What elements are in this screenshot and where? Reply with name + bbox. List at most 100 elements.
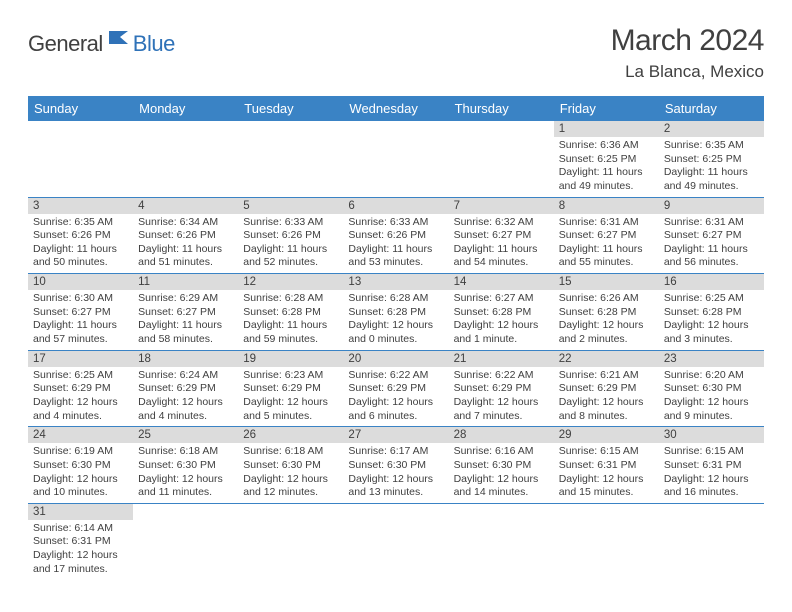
sunset-text: Sunset: 6:29 PM xyxy=(559,382,654,396)
day-detail: Sunrise: 6:27 AMSunset: 6:28 PMDaylight:… xyxy=(449,290,554,350)
sunrise-text: Sunrise: 6:31 AM xyxy=(559,216,654,230)
sunset-text: Sunset: 6:30 PM xyxy=(454,459,549,473)
calendar-cell: 15Sunrise: 6:26 AMSunset: 6:28 PMDayligh… xyxy=(554,274,659,351)
daylight-text: Daylight: 12 hours and 4 minutes. xyxy=(33,396,128,423)
calendar-cell: 10Sunrise: 6:30 AMSunset: 6:27 PMDayligh… xyxy=(28,274,133,351)
sunset-text: Sunset: 6:25 PM xyxy=(664,153,759,167)
daylight-text: Daylight: 11 hours and 55 minutes. xyxy=(559,243,654,270)
sunset-text: Sunset: 6:31 PM xyxy=(33,535,128,549)
day-detail: Sunrise: 6:36 AMSunset: 6:25 PMDaylight:… xyxy=(554,137,659,197)
calendar-cell xyxy=(238,121,343,197)
day-number: 3 xyxy=(28,198,133,214)
daylight-text: Daylight: 11 hours and 51 minutes. xyxy=(138,243,233,270)
day-number: 29 xyxy=(554,427,659,443)
daylight-text: Daylight: 11 hours and 54 minutes. xyxy=(454,243,549,270)
sunrise-text: Sunrise: 6:32 AM xyxy=(454,216,549,230)
sunset-text: Sunset: 6:27 PM xyxy=(559,229,654,243)
sunset-text: Sunset: 6:29 PM xyxy=(454,382,549,396)
weekday-header: Thursday xyxy=(449,96,554,121)
day-detail: Sunrise: 6:21 AMSunset: 6:29 PMDaylight:… xyxy=(554,367,659,427)
calendar-cell xyxy=(133,503,238,579)
sunrise-text: Sunrise: 6:24 AM xyxy=(138,369,233,383)
calendar-cell: 11Sunrise: 6:29 AMSunset: 6:27 PMDayligh… xyxy=(133,274,238,351)
sunrise-text: Sunrise: 6:16 AM xyxy=(454,445,549,459)
day-number: 20 xyxy=(343,351,448,367)
day-number: 4 xyxy=(133,198,238,214)
calendar-cell: 21Sunrise: 6:22 AMSunset: 6:29 PMDayligh… xyxy=(449,350,554,427)
day-number: 6 xyxy=(343,198,448,214)
calendar-table: SundayMondayTuesdayWednesdayThursdayFrid… xyxy=(28,96,764,579)
day-detail: Sunrise: 6:26 AMSunset: 6:28 PMDaylight:… xyxy=(554,290,659,350)
day-number: 2 xyxy=(659,121,764,137)
sunset-text: Sunset: 6:27 PM xyxy=(138,306,233,320)
sunset-text: Sunset: 6:28 PM xyxy=(664,306,759,320)
daylight-text: Daylight: 12 hours and 7 minutes. xyxy=(454,396,549,423)
day-detail: Sunrise: 6:30 AMSunset: 6:27 PMDaylight:… xyxy=(28,290,133,350)
daylight-text: Daylight: 12 hours and 5 minutes. xyxy=(243,396,338,423)
sunset-text: Sunset: 6:28 PM xyxy=(454,306,549,320)
day-number: 15 xyxy=(554,274,659,290)
calendar-cell: 29Sunrise: 6:15 AMSunset: 6:31 PMDayligh… xyxy=(554,427,659,504)
day-detail: Sunrise: 6:29 AMSunset: 6:27 PMDaylight:… xyxy=(133,290,238,350)
calendar-body: 1Sunrise: 6:36 AMSunset: 6:25 PMDaylight… xyxy=(28,121,764,579)
sunrise-text: Sunrise: 6:27 AM xyxy=(454,292,549,306)
sunrise-text: Sunrise: 6:21 AM xyxy=(559,369,654,383)
sunrise-text: Sunrise: 6:25 AM xyxy=(33,369,128,383)
sunset-text: Sunset: 6:26 PM xyxy=(33,229,128,243)
calendar-cell: 5Sunrise: 6:33 AMSunset: 6:26 PMDaylight… xyxy=(238,197,343,274)
calendar-cell xyxy=(659,503,764,579)
day-number: 13 xyxy=(343,274,448,290)
sunset-text: Sunset: 6:26 PM xyxy=(348,229,443,243)
day-number: 10 xyxy=(28,274,133,290)
calendar-cell: 13Sunrise: 6:28 AMSunset: 6:28 PMDayligh… xyxy=(343,274,448,351)
day-detail: Sunrise: 6:35 AMSunset: 6:26 PMDaylight:… xyxy=(28,214,133,274)
sunrise-text: Sunrise: 6:18 AM xyxy=(243,445,338,459)
sunset-text: Sunset: 6:28 PM xyxy=(348,306,443,320)
sunrise-text: Sunrise: 6:15 AM xyxy=(559,445,654,459)
calendar-cell: 17Sunrise: 6:25 AMSunset: 6:29 PMDayligh… xyxy=(28,350,133,427)
sunset-text: Sunset: 6:29 PM xyxy=(138,382,233,396)
sunset-text: Sunset: 6:30 PM xyxy=(33,459,128,473)
sunset-text: Sunset: 6:31 PM xyxy=(559,459,654,473)
daylight-text: Daylight: 12 hours and 17 minutes. xyxy=(33,549,128,576)
calendar-cell: 14Sunrise: 6:27 AMSunset: 6:28 PMDayligh… xyxy=(449,274,554,351)
day-number: 30 xyxy=(659,427,764,443)
sunrise-text: Sunrise: 6:30 AM xyxy=(33,292,128,306)
day-detail: Sunrise: 6:18 AMSunset: 6:30 PMDaylight:… xyxy=(133,443,238,503)
month-title: March 2024 xyxy=(611,24,764,58)
daylight-text: Daylight: 11 hours and 49 minutes. xyxy=(559,166,654,193)
day-number: 27 xyxy=(343,427,448,443)
sunrise-text: Sunrise: 6:15 AM xyxy=(664,445,759,459)
calendar-cell: 19Sunrise: 6:23 AMSunset: 6:29 PMDayligh… xyxy=(238,350,343,427)
sunset-text: Sunset: 6:31 PM xyxy=(664,459,759,473)
calendar-cell xyxy=(554,503,659,579)
calendar-cell: 3Sunrise: 6:35 AMSunset: 6:26 PMDaylight… xyxy=(28,197,133,274)
day-number: 17 xyxy=(28,351,133,367)
day-number: 5 xyxy=(238,198,343,214)
day-number: 14 xyxy=(449,274,554,290)
daylight-text: Daylight: 12 hours and 2 minutes. xyxy=(559,319,654,346)
day-detail: Sunrise: 6:25 AMSunset: 6:29 PMDaylight:… xyxy=(28,367,133,427)
logo-text-blue: Blue xyxy=(133,31,175,57)
weekday-header: Monday xyxy=(133,96,238,121)
daylight-text: Daylight: 11 hours and 50 minutes. xyxy=(33,243,128,270)
sunrise-text: Sunrise: 6:35 AM xyxy=(664,139,759,153)
sunrise-text: Sunrise: 6:35 AM xyxy=(33,216,128,230)
sunrise-text: Sunrise: 6:14 AM xyxy=(33,522,128,536)
day-number: 11 xyxy=(133,274,238,290)
calendar-cell xyxy=(133,121,238,197)
weekday-header: Friday xyxy=(554,96,659,121)
daylight-text: Daylight: 12 hours and 1 minute. xyxy=(454,319,549,346)
daylight-text: Daylight: 12 hours and 10 minutes. xyxy=(33,473,128,500)
sunrise-text: Sunrise: 6:31 AM xyxy=(664,216,759,230)
day-number: 28 xyxy=(449,427,554,443)
day-detail: Sunrise: 6:18 AMSunset: 6:30 PMDaylight:… xyxy=(238,443,343,503)
sunset-text: Sunset: 6:27 PM xyxy=(33,306,128,320)
calendar-head: SundayMondayTuesdayWednesdayThursdayFrid… xyxy=(28,96,764,121)
calendar-cell: 4Sunrise: 6:34 AMSunset: 6:26 PMDaylight… xyxy=(133,197,238,274)
day-detail: Sunrise: 6:14 AMSunset: 6:31 PMDaylight:… xyxy=(28,520,133,580)
calendar-cell xyxy=(238,503,343,579)
sunset-text: Sunset: 6:29 PM xyxy=(348,382,443,396)
day-detail: Sunrise: 6:33 AMSunset: 6:26 PMDaylight:… xyxy=(343,214,448,274)
calendar-cell: 1Sunrise: 6:36 AMSunset: 6:25 PMDaylight… xyxy=(554,121,659,197)
